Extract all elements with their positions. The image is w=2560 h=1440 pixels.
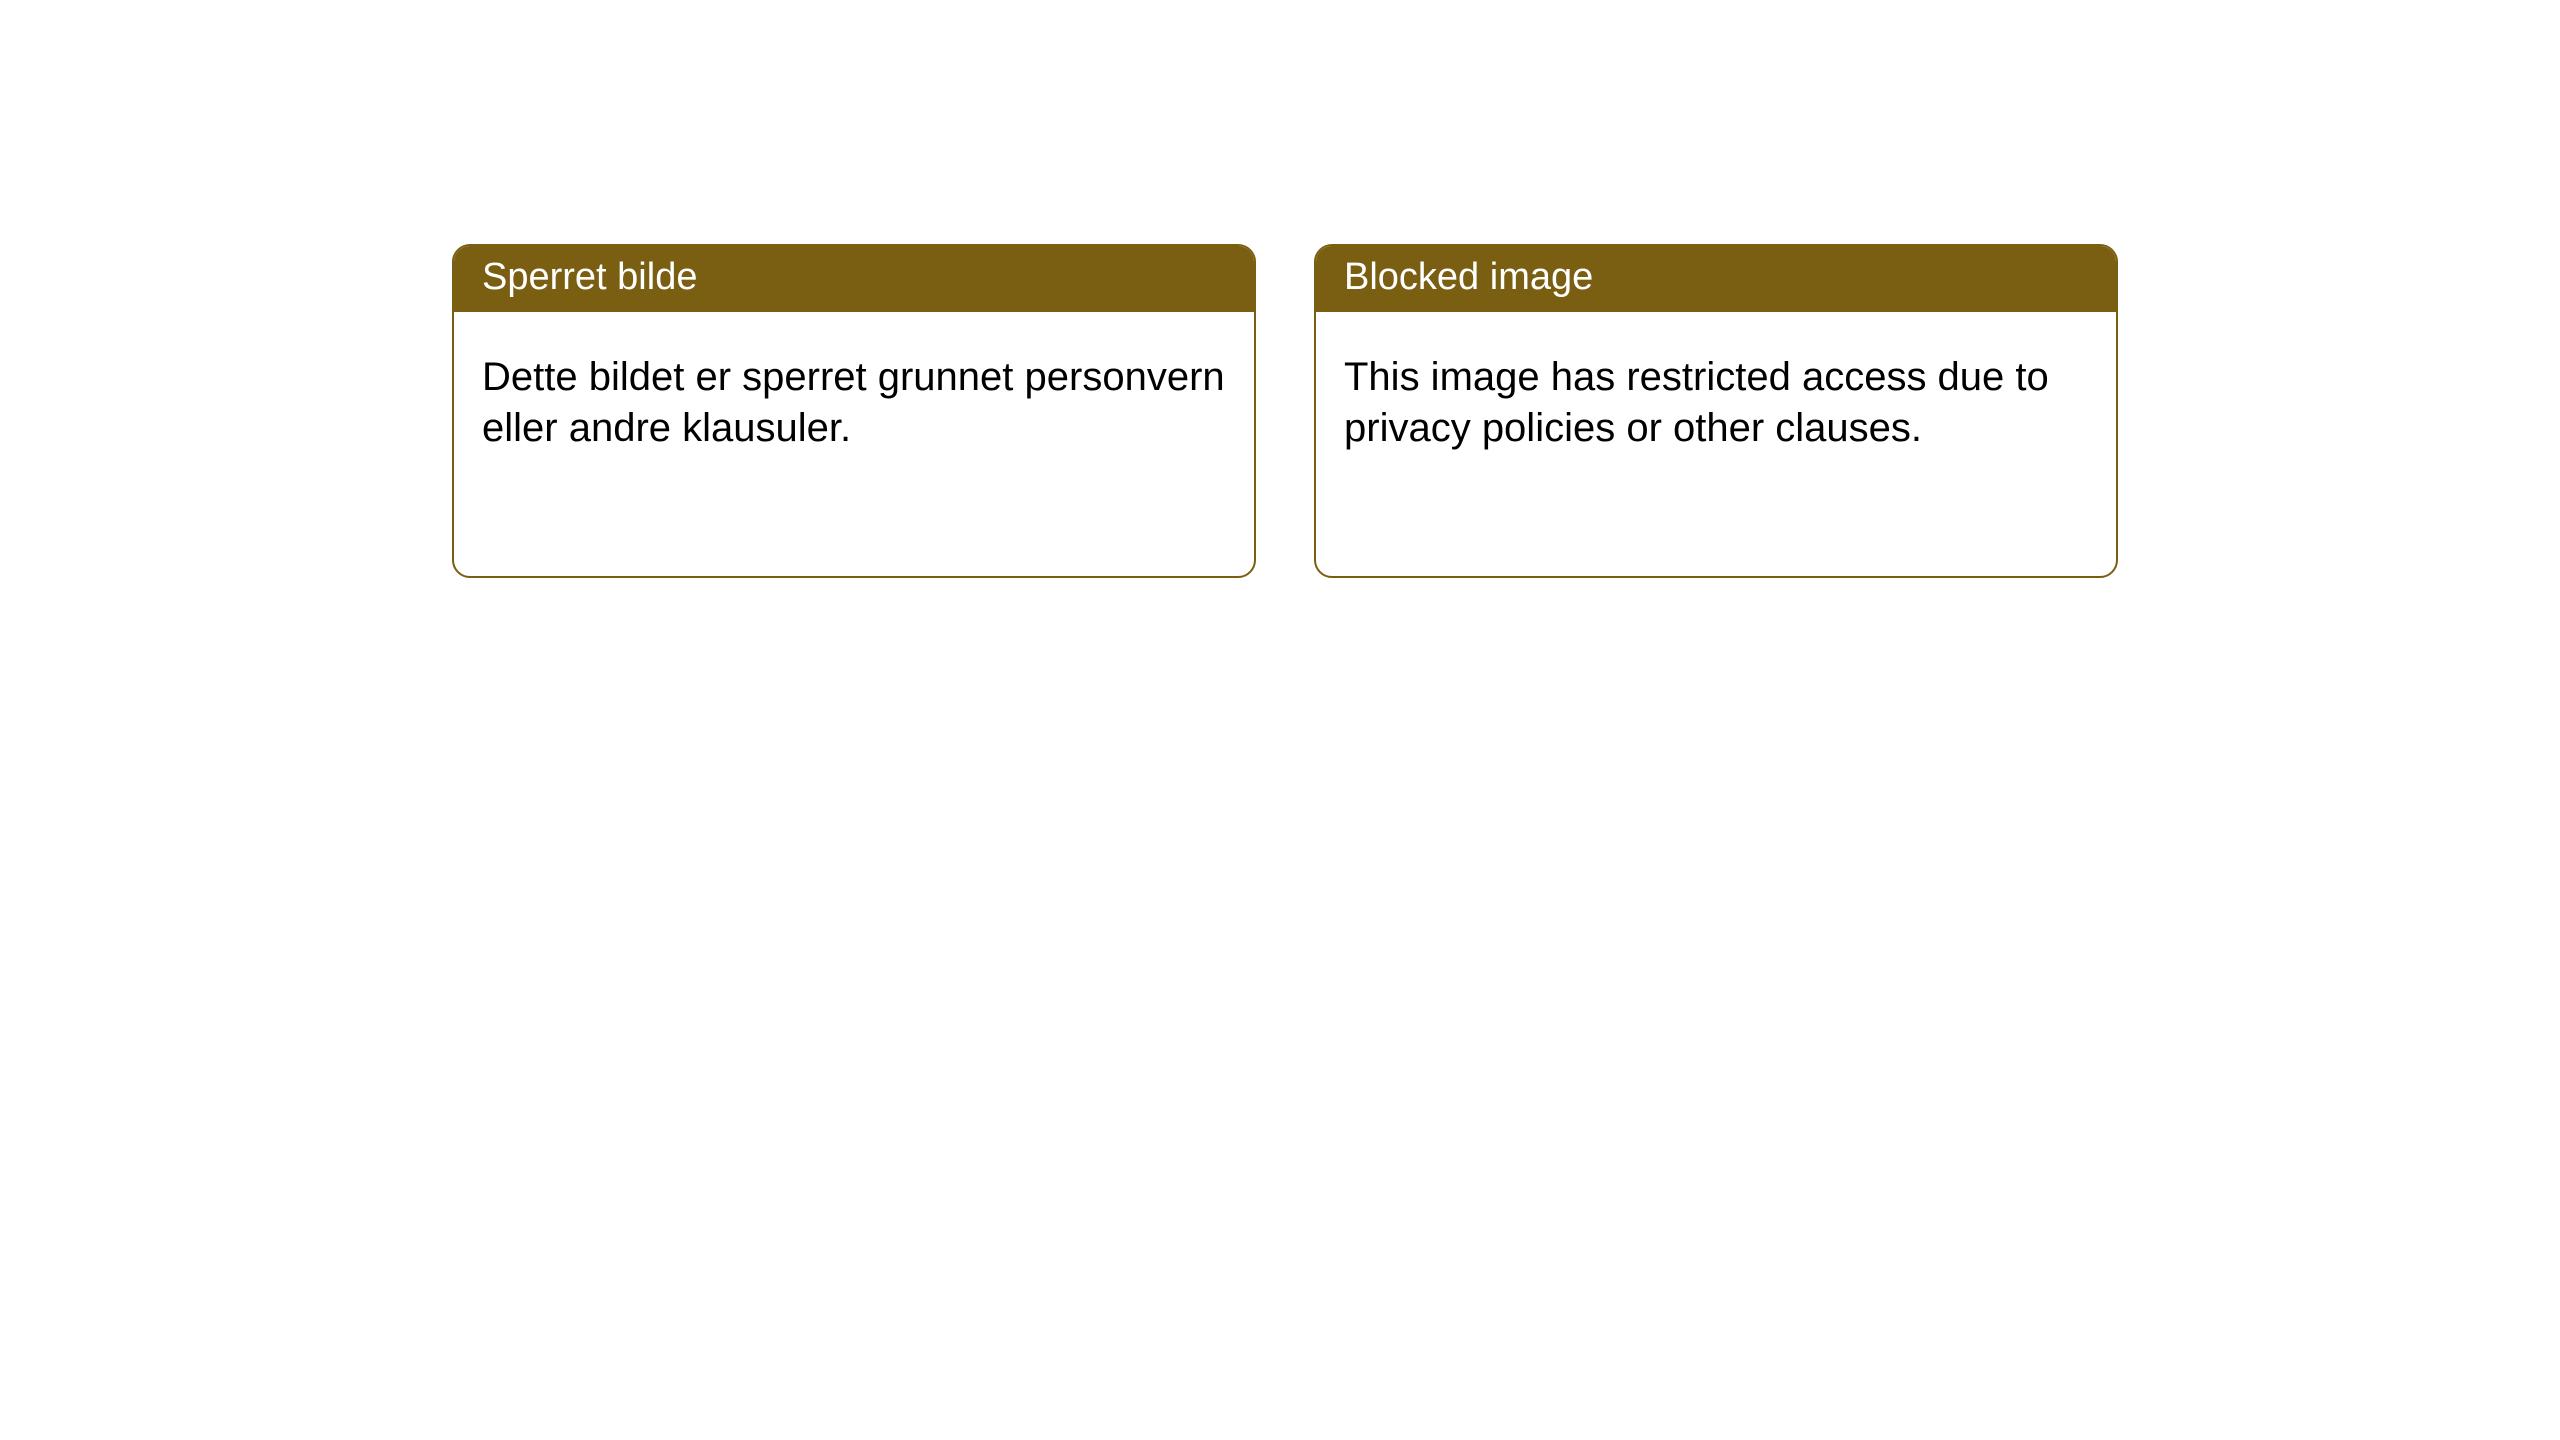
notice-card-english: Blocked image This image has restricted … <box>1314 244 2118 578</box>
notice-body: This image has restricted access due to … <box>1316 312 2116 482</box>
notice-container: Sperret bilde Dette bildet er sperret gr… <box>0 0 2560 578</box>
notice-body: Dette bildet er sperret grunnet personve… <box>454 312 1254 482</box>
notice-card-norwegian: Sperret bilde Dette bildet er sperret gr… <box>452 244 1256 578</box>
notice-header: Sperret bilde <box>454 246 1254 312</box>
notice-header: Blocked image <box>1316 246 2116 312</box>
